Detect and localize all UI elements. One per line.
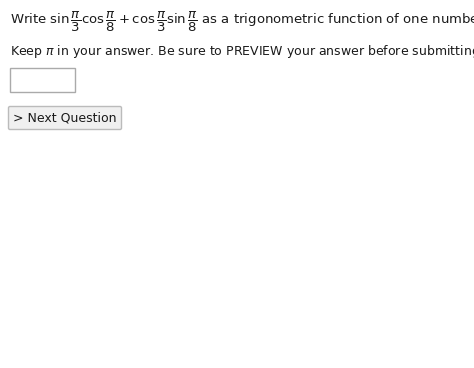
FancyBboxPatch shape: [9, 106, 121, 130]
FancyBboxPatch shape: [10, 68, 75, 92]
Text: Write $\sin\dfrac{\pi}{3}\cos\dfrac{\pi}{8} + \cos\dfrac{\pi}{3}\sin\dfrac{\pi}{: Write $\sin\dfrac{\pi}{3}\cos\dfrac{\pi}…: [10, 10, 474, 34]
Text: Keep $\pi$ in your answer. Be sure to PREVIEW your answer before submitting!: Keep $\pi$ in your answer. Be sure to PR…: [10, 43, 474, 60]
Text: > Next Question: > Next Question: [13, 112, 117, 124]
